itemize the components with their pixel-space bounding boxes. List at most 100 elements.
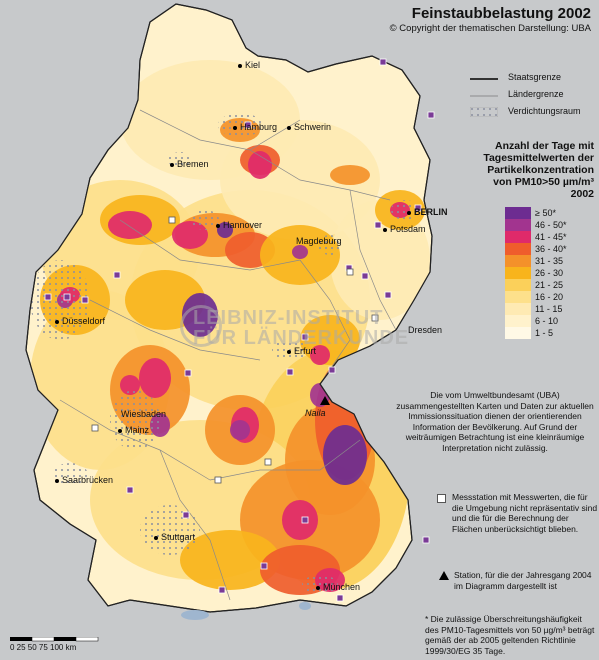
city-label: BERLIN bbox=[414, 207, 448, 217]
class-row: 41 - 45* bbox=[505, 231, 595, 243]
class-row: 46 - 50* bbox=[505, 219, 595, 231]
watermark: LEIBNIZ-INSTITUT FÜR LÄNDERKUNDE bbox=[193, 308, 409, 348]
station-marker bbox=[374, 221, 382, 229]
city-dot-icon bbox=[407, 210, 411, 215]
station-marker bbox=[260, 562, 268, 570]
city-bremen: Bremen bbox=[170, 159, 209, 169]
class-label: 31 - 35 bbox=[535, 256, 564, 266]
laender-border bbox=[349, 189, 397, 331]
city-berlin: BERLIN bbox=[407, 207, 448, 217]
naila-label: Naila bbox=[305, 408, 326, 418]
station-marker bbox=[44, 293, 52, 301]
laender-border bbox=[59, 399, 211, 481]
class-swatch bbox=[505, 219, 531, 231]
class-row: 36 - 40* bbox=[505, 243, 595, 255]
dot-pattern-icon bbox=[470, 107, 498, 117]
class-swatch bbox=[505, 207, 531, 219]
station-square bbox=[346, 268, 354, 276]
legend-title: Anzahl der Tage mit Tagesmittelwerten de… bbox=[418, 140, 594, 200]
concentration-area bbox=[180, 530, 280, 590]
laender-border bbox=[89, 299, 261, 361]
legend-title-line: Tagesmittelwerten der bbox=[483, 152, 594, 164]
station-square bbox=[371, 314, 379, 322]
laender-border bbox=[209, 439, 361, 481]
station-marker bbox=[126, 486, 134, 494]
city-dot-icon bbox=[287, 349, 291, 354]
station-marker bbox=[336, 594, 344, 602]
city-label: München bbox=[323, 582, 361, 592]
triangle-icon bbox=[439, 571, 449, 580]
legend-title-line: von PM10>50 µm/m³ bbox=[493, 176, 594, 188]
verdichtungsraum-area bbox=[391, 200, 419, 220]
station-marker bbox=[384, 291, 392, 299]
station-marker bbox=[184, 369, 192, 377]
class-label: 6 - 10 bbox=[535, 316, 559, 326]
city-schwerin: Schwerin bbox=[287, 122, 331, 132]
class-label: 26 - 30 bbox=[535, 268, 564, 278]
class-swatch bbox=[505, 231, 531, 243]
verdichtungsraum-area bbox=[110, 390, 160, 450]
city-label: Mainz bbox=[125, 425, 150, 435]
naila-triangle bbox=[320, 396, 330, 405]
city-dot-icon bbox=[118, 428, 122, 433]
class-swatch bbox=[505, 267, 531, 279]
watermark-line-2: FÜR LÄNDERKUNDE bbox=[193, 327, 410, 349]
station-square bbox=[214, 476, 222, 484]
class-label: 1 - 5 bbox=[535, 328, 554, 338]
class-swatch bbox=[505, 255, 531, 267]
city-dot-icon bbox=[55, 478, 59, 483]
verdichtungsraum-area bbox=[30, 260, 90, 340]
class-label: 16 - 20 bbox=[535, 292, 564, 302]
class-label: 46 - 50* bbox=[535, 220, 567, 230]
city-label: Hamburg bbox=[240, 122, 278, 132]
class-row: 1 - 5 bbox=[505, 327, 595, 339]
legend-title-line: Anzahl der Tage mit bbox=[495, 140, 594, 152]
city-saarbruecken: Saarbrücken bbox=[55, 475, 113, 485]
class-row: 26 - 30 bbox=[505, 267, 595, 279]
station-marker bbox=[361, 272, 369, 280]
city-erfurt: Erfurt bbox=[287, 346, 316, 356]
station-marker bbox=[301, 516, 309, 524]
verdichtungsraum-area bbox=[168, 152, 192, 168]
city-dot-icon bbox=[55, 319, 59, 324]
class-label: ≥ 50* bbox=[535, 208, 556, 218]
concentration-area bbox=[323, 425, 367, 485]
legend-title-line: 2002 bbox=[570, 188, 594, 200]
scale-bar-icon bbox=[10, 637, 99, 642]
city-label: Dresden bbox=[408, 325, 443, 335]
city-label: Bremen bbox=[177, 159, 209, 169]
city-label: Stuttgart bbox=[161, 532, 196, 542]
class-swatch bbox=[505, 243, 531, 255]
verdichtungsraum-area bbox=[140, 505, 200, 555]
station-square bbox=[168, 216, 176, 224]
laender-border bbox=[249, 149, 391, 201]
station-note: Messstation mit Messwerten, die für die … bbox=[452, 492, 598, 534]
city-label: Erfurt bbox=[294, 346, 317, 356]
city-wiesbaden: Wiesbaden bbox=[121, 409, 166, 419]
verdichtungsraum-area bbox=[191, 210, 219, 230]
class-swatch bbox=[505, 279, 531, 291]
station-marker bbox=[286, 368, 294, 376]
station-marker bbox=[218, 586, 226, 594]
station-square bbox=[91, 424, 99, 432]
city-muenchen: München bbox=[316, 582, 360, 592]
station-marker bbox=[422, 536, 430, 544]
city-dot-icon bbox=[238, 63, 242, 68]
station-square-icon bbox=[437, 494, 446, 503]
verdichtungsraum-area bbox=[318, 235, 342, 255]
legend-label: Ländergrenze bbox=[508, 89, 564, 99]
station-marker bbox=[379, 58, 387, 66]
class-legend: ≥ 50* 46 - 50* 41 - 45* 36 - 40* 31 - 35 26 -… bbox=[505, 207, 595, 339]
city-hamburg: Hamburg bbox=[233, 122, 277, 132]
verdichtungsraum-area bbox=[302, 575, 338, 595]
class-swatch bbox=[505, 327, 531, 339]
city-duesseldorf: Düsseldorf bbox=[55, 316, 105, 326]
station-square bbox=[264, 458, 272, 466]
legend-label: Staatsgrenze bbox=[508, 72, 562, 82]
legend-label: Verdichtungsraum bbox=[508, 106, 581, 116]
station-marker bbox=[182, 511, 190, 519]
station-marker bbox=[113, 271, 121, 279]
city-label: Wiesbaden bbox=[121, 409, 167, 419]
class-row: 16 - 20 bbox=[505, 291, 595, 303]
city-hannover: Hannover bbox=[216, 220, 262, 230]
